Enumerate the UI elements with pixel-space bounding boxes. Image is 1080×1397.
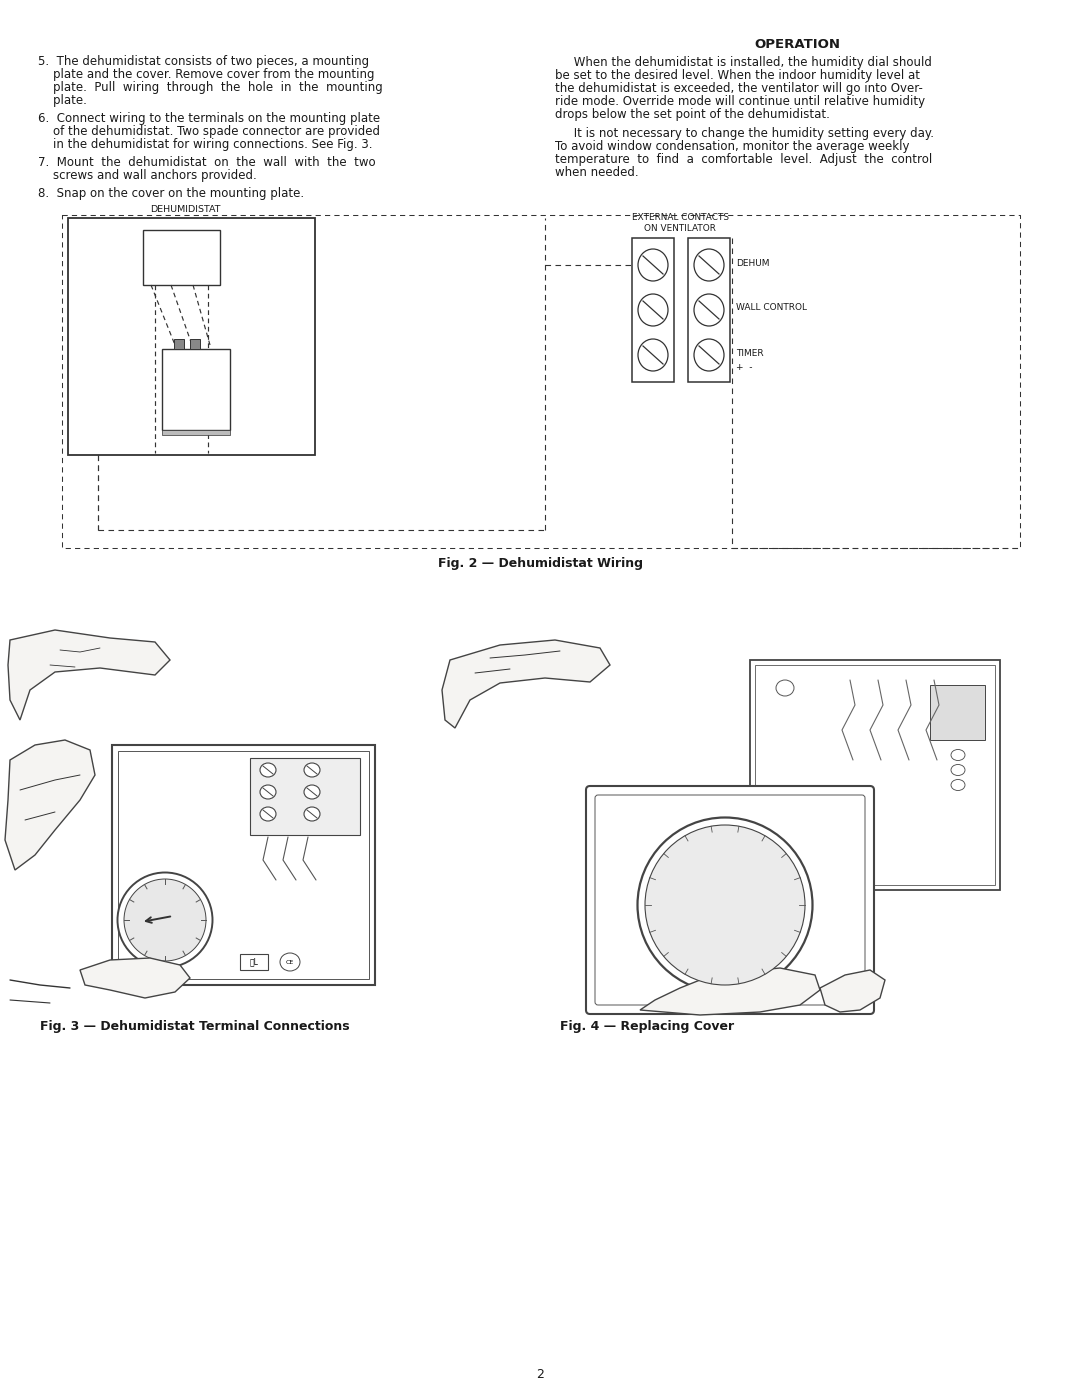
Ellipse shape	[638, 293, 669, 326]
Ellipse shape	[638, 339, 669, 372]
Text: EXTERNAL CONTACTS: EXTERNAL CONTACTS	[632, 212, 729, 222]
Bar	[240, 954, 268, 970]
Ellipse shape	[951, 750, 966, 760]
Ellipse shape	[637, 817, 812, 992]
Text: CE: CE	[286, 960, 294, 964]
Text: 7.  Mount  the  dehumidistat  on  the  wall  with  the  two: 7. Mount the dehumidistat on the wall wi…	[38, 156, 376, 169]
Text: be set to the desired level. When the indoor humidity level at: be set to the desired level. When the in…	[555, 68, 920, 82]
Ellipse shape	[951, 764, 966, 775]
Ellipse shape	[694, 293, 724, 326]
Text: 8.  Snap on the cover on the mounting plate.: 8. Snap on the cover on the mounting pla…	[38, 187, 305, 200]
Bar	[190, 339, 200, 349]
Bar	[162, 349, 230, 430]
Text: plate.: plate.	[38, 94, 86, 108]
Text: OPERATION: OPERATION	[755, 38, 840, 52]
Ellipse shape	[951, 780, 966, 791]
Polygon shape	[820, 970, 885, 1011]
Text: ride mode. Override mode will continue until relative humidity: ride mode. Override mode will continue u…	[555, 95, 926, 108]
Text: When the dehumidistat is installed, the humidity dial should: When the dehumidistat is installed, the …	[555, 56, 932, 68]
Ellipse shape	[260, 785, 276, 799]
Text: plate.  Pull  wiring  through  the  hole  in  the  mounting: plate. Pull wiring through the hole in t…	[38, 81, 382, 94]
Text: To avoid window condensation, monitor the average weekly: To avoid window condensation, monitor th…	[555, 140, 909, 154]
Text: 6.  Connect wiring to the terminals on the mounting plate: 6. Connect wiring to the terminals on th…	[38, 112, 380, 124]
Ellipse shape	[303, 763, 320, 777]
Text: temperature  to  find  a  comfortable  level.  Adjust  the  control: temperature to find a comfortable level.…	[555, 154, 932, 166]
Text: It is not necessary to change the humidity setting every day.: It is not necessary to change the humidi…	[555, 127, 934, 140]
Bar	[930, 685, 985, 740]
Text: DEHUMIDISTAT: DEHUMIDISTAT	[150, 205, 220, 214]
Text: in the dehumidistat for wiring connections. See Fig. 3.: in the dehumidistat for wiring connectio…	[38, 138, 373, 151]
Polygon shape	[442, 640, 610, 728]
Ellipse shape	[260, 807, 276, 821]
Text: +  -: + -	[735, 363, 753, 373]
Text: screws and wall anchors provided.: screws and wall anchors provided.	[38, 169, 257, 182]
Polygon shape	[80, 958, 190, 997]
Text: WALL CONTROL: WALL CONTROL	[735, 303, 807, 313]
FancyBboxPatch shape	[586, 787, 874, 1014]
Bar	[249, 759, 360, 835]
Polygon shape	[8, 630, 170, 719]
Text: when needed.: when needed.	[555, 166, 638, 179]
Text: Fig. 2 — Dehumidistat Wiring: Fig. 2 — Dehumidistat Wiring	[437, 557, 643, 570]
Bar	[688, 237, 730, 381]
Ellipse shape	[694, 249, 724, 281]
Text: drops below the set point of the dehumidistat.: drops below the set point of the dehumid…	[555, 108, 829, 122]
Text: Fig. 4 — Replacing Cover: Fig. 4 — Replacing Cover	[561, 1020, 734, 1032]
Bar	[112, 745, 375, 985]
Ellipse shape	[124, 879, 206, 961]
Ellipse shape	[645, 826, 805, 985]
Ellipse shape	[260, 763, 276, 777]
Text: 5.  The dehumidistat consists of two pieces, a mounting: 5. The dehumidistat consists of two piec…	[38, 54, 369, 68]
Bar	[143, 231, 220, 285]
Text: 2: 2	[536, 1368, 544, 1382]
Ellipse shape	[303, 785, 320, 799]
Ellipse shape	[118, 873, 213, 968]
Ellipse shape	[694, 339, 724, 372]
Bar	[118, 752, 369, 979]
Bar	[68, 218, 315, 455]
Text: of the dehumidistat. Two spade connector are provided: of the dehumidistat. Two spade connector…	[38, 124, 380, 138]
Bar	[755, 665, 995, 886]
Bar	[750, 659, 1000, 890]
Text: ON VENTILATOR: ON VENTILATOR	[644, 224, 716, 233]
Text: TIMER: TIMER	[735, 348, 764, 358]
Text: ⓊL: ⓊL	[249, 957, 258, 967]
Ellipse shape	[303, 807, 320, 821]
Polygon shape	[5, 740, 95, 870]
Bar	[632, 237, 674, 381]
Bar	[162, 430, 230, 434]
Polygon shape	[640, 968, 820, 1016]
Text: DEHUM: DEHUM	[735, 258, 769, 267]
Bar	[174, 339, 184, 349]
Text: Fig. 3 — Dehumidistat Terminal Connections: Fig. 3 — Dehumidistat Terminal Connectio…	[40, 1020, 350, 1032]
Text: plate and the cover. Remove cover from the mounting: plate and the cover. Remove cover from t…	[38, 68, 375, 81]
Ellipse shape	[638, 249, 669, 281]
Text: the dehumidistat is exceeded, the ventilator will go into Over-: the dehumidistat is exceeded, the ventil…	[555, 82, 923, 95]
